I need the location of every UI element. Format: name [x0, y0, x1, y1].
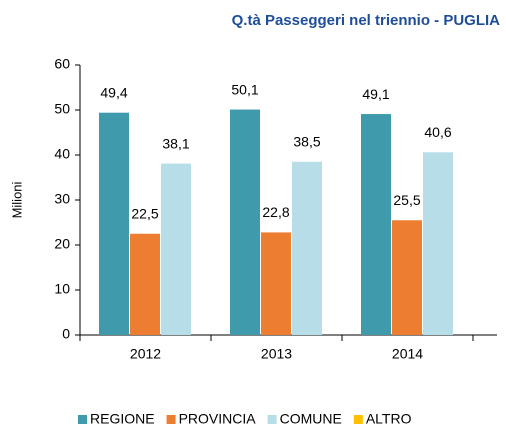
legend-marker	[353, 415, 363, 424]
y-tick-label: 0	[62, 326, 70, 342]
value-label: 49,1	[362, 86, 389, 102]
value-label: 22,8	[262, 204, 289, 220]
bar	[392, 220, 422, 335]
bar	[161, 163, 191, 335]
y-tick-label: 50	[54, 101, 70, 117]
x-tick-label: 2013	[261, 346, 292, 362]
bar	[361, 114, 391, 335]
bar	[423, 152, 453, 335]
x-tick-label: 2012	[130, 346, 161, 362]
legend-marker	[267, 415, 277, 424]
value-label: 49,4	[100, 84, 127, 100]
y-tick-label: 10	[54, 281, 70, 297]
legend-label: REGIONE	[90, 411, 155, 427]
bar	[99, 112, 129, 335]
legend-marker	[166, 415, 176, 424]
y-tick-label: 60	[54, 56, 70, 72]
bar	[130, 233, 160, 335]
y-tick-label: 20	[54, 236, 70, 252]
legend-marker	[78, 415, 87, 424]
y-tick-label: 30	[54, 191, 70, 207]
y-axis-label: Milioni	[9, 181, 24, 218]
x-tick-label: 2014	[392, 346, 423, 362]
legend-label: ALTRO	[366, 411, 412, 427]
bar	[261, 232, 291, 335]
legend-label: COMUNE	[280, 411, 342, 427]
chart-title: Q.tà Passeggeri nel triennio - PUGLIA	[232, 12, 501, 29]
bar	[230, 109, 260, 335]
value-label: 22,5	[131, 205, 158, 221]
value-label: 40,6	[424, 124, 451, 140]
value-label: 25,5	[393, 192, 420, 208]
value-label: 38,5	[293, 133, 320, 149]
value-label: 50,1	[231, 81, 258, 97]
value-label: 38,1	[162, 135, 189, 151]
bar	[292, 161, 322, 335]
legend-label: PROVINCIA	[179, 411, 257, 427]
y-tick-label: 40	[54, 146, 70, 162]
